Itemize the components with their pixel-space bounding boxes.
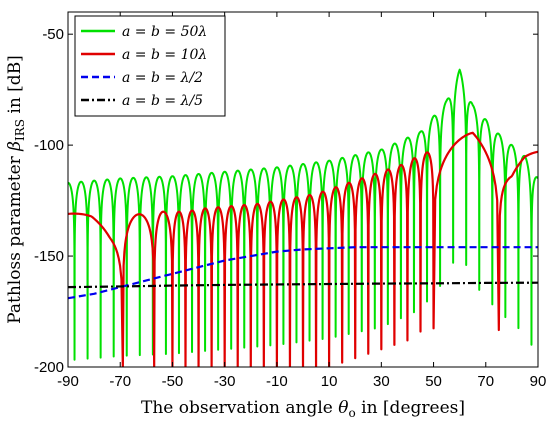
y-tick-label: -100 xyxy=(34,137,64,154)
x-tick-label: 50 xyxy=(425,373,442,390)
x-tick-label: -70 xyxy=(109,373,131,390)
legend-label-3: a = b = λ/5 xyxy=(122,93,203,109)
legend-label-1: a = b = 10λ xyxy=(122,47,207,63)
series-line-3 xyxy=(68,281,538,289)
x-tick-label: -50 xyxy=(162,373,184,390)
series-line-0 xyxy=(68,68,538,361)
series-line-2 xyxy=(68,246,538,300)
x-tick-label: -90 xyxy=(57,373,79,390)
y-tick-label: -200 xyxy=(34,359,64,376)
y-axis-label: Pathloss parameter βIRS in [dB] xyxy=(5,55,27,324)
plot-area xyxy=(68,68,538,367)
y-tick-label: -50 xyxy=(42,26,64,43)
plot-frame xyxy=(67,11,539,368)
x-tick-label: -10 xyxy=(266,373,288,390)
legend-label-2: a = b = λ/2 xyxy=(122,70,203,86)
x-tick-label: 90 xyxy=(530,373,547,390)
axis-ticks: -90 -70 -50 -30 -10 10 30 50 70 90 -50 -100 -150 -200 xyxy=(34,12,546,390)
x-tick-label: 30 xyxy=(373,373,390,390)
x-tick-label: 10 xyxy=(321,373,338,390)
series-line-1 xyxy=(68,131,538,367)
y-tick-label: -150 xyxy=(34,248,64,265)
legend-label-0: a = b = 50λ xyxy=(122,24,207,40)
legend: a = b = 50λ a = b = 10λ a = b = λ/2 a = b =… xyxy=(74,15,226,117)
x-axis-label: The observation angle θo in [degrees] xyxy=(141,398,465,420)
x-tick-label: -30 xyxy=(214,373,236,390)
x-tick-label: 70 xyxy=(477,373,494,390)
